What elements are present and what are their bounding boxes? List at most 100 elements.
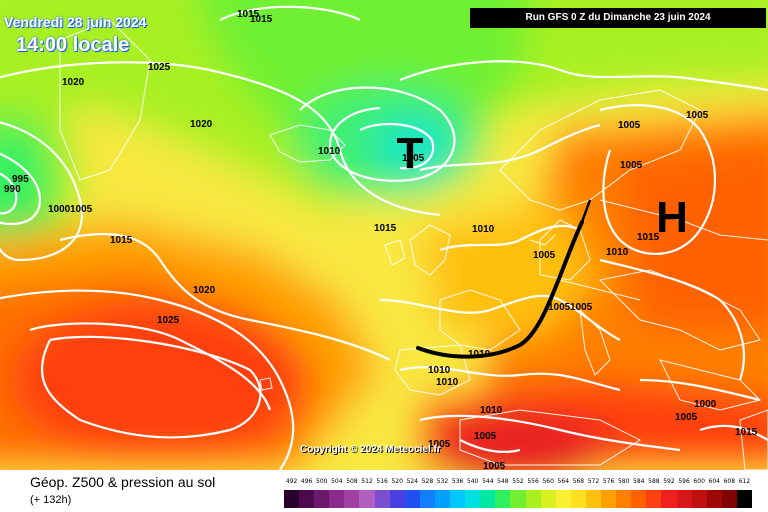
isobar-label: 1015 [110,235,133,246]
legend-swatch [721,490,738,508]
legend-label: 576 [602,478,615,485]
legend-swatch [359,490,376,508]
legend-label: 536 [451,478,464,485]
legend-label: 612 [738,478,751,485]
front-line-tail [580,199,592,223]
isobar-label: 1005 [548,302,571,313]
legend-label: 564 [557,478,570,485]
isobar-label: 1005 [474,431,497,442]
isobar-label: 1010 [318,146,341,157]
isobars [0,5,768,470]
legend-swatch [601,490,617,508]
legend-swatch [676,490,693,508]
legend-label: 540 [466,478,479,485]
isobar-label: 1015 [237,9,260,20]
legend-swatch [631,490,647,508]
isobar-label: 1005 [618,120,641,131]
legend-swatch [540,490,557,508]
legend-label: 608 [723,478,736,485]
legend-label: 500 [316,478,328,485]
isobar-label: 1000 [694,399,717,410]
legend-label: 496 [300,478,313,485]
isobar-label: 1005 [402,153,425,164]
forecast-date: Vendredi 28 juin 2024 [4,14,147,30]
legend-swatch [706,490,723,508]
legend-swatch [570,490,587,508]
isobar-label: 1015 [735,427,758,438]
legend-swatch [299,490,315,508]
legend-label: 596 [678,478,690,485]
legend-label: 508 [346,478,358,485]
legend-label: 548 [497,478,509,485]
legend-label: 580 [617,478,630,485]
legend-label: 512 [361,478,373,485]
legend-swatch [646,490,662,508]
legend-swatch [419,490,436,508]
isobar-label: 1010 [428,365,451,376]
high-pressure-symbol: H [656,193,688,242]
legend-label: 584 [633,478,645,485]
legend-swatch [495,490,511,508]
isobar-label: 1005 [686,110,709,121]
isobar-label: 1015 [374,223,397,234]
isobar-label: 995 [12,174,29,185]
isobar-label: 1025 [157,315,180,326]
isobar-label: 1010 [606,247,629,258]
legend-swatch [661,490,677,508]
isobar-label: 1005 [620,160,643,171]
legend-swatch [525,490,542,508]
legend-swatch [344,490,360,508]
legend-label: 524 [406,478,419,485]
isobar-label: 1005 [533,250,556,261]
isobar-label: 1015 [637,232,660,243]
legend-label: 504 [331,478,343,485]
isobar-label: 1005 [70,204,93,215]
legend-swatch [480,490,496,508]
legend-swatch [736,490,753,508]
isobar-label: 1000 [48,204,71,215]
legend-swatch [585,490,602,508]
isobar-label: 990 [4,184,21,195]
legend-swatch [691,490,708,508]
legend-swatch [510,490,527,508]
legend-label: 528 [421,478,434,485]
isobar-label: 1020 [193,285,216,296]
isobar-label: 1010 [472,224,495,235]
legend-swatch [404,490,421,508]
isobar-label: 1010 [480,405,503,416]
legend-swatch [434,490,451,508]
isobar-label: 1020 [190,119,213,130]
isobar-label: 1005 [570,302,593,313]
legend-label: 592 [663,478,675,485]
legend-swatch [616,490,632,508]
isobar-label: 1020 [62,77,85,88]
legend-label: 492 [285,478,298,485]
legend-swatch [465,490,481,508]
legend-swatch [284,490,300,508]
legend-label: 544 [482,478,494,485]
weather-map: T H 1015 1015 1025 1020 1020 995 990 100… [0,0,768,470]
map-canvas: T H 1015 1015 1025 1020 1020 995 990 100… [0,0,768,470]
color-legend: 492 496 500 504 508 512 516 520 524 528 532 536 540 5… [284,472,753,510]
legend-label: 568 [572,478,585,485]
isobar-label: 1010 [468,349,491,360]
model-run-banner: Run GFS 0 Z du Dimanche 23 juin 2024 [470,8,766,28]
legend-label: 532 [436,478,449,485]
isobar-label: 1010 [436,377,459,388]
legend-swatch [389,490,406,508]
legend-label: 516 [376,478,388,485]
legend-swatch [329,490,345,508]
legend-swatch [555,490,572,508]
forecast-time: 14:00 locale [16,34,130,56]
isobar-labels: 1015 1015 1025 1020 1020 995 990 1000 10… [4,9,758,470]
isobar-label: 1015 [250,14,273,25]
legend-swatch [314,490,330,508]
legend-label: 520 [391,478,403,485]
copyright-notice: Copyright © 2024 Meteociel.fr [300,444,441,455]
map-footer: Géop. Z500 & pression au sol (+ 132h) 49… [0,470,768,512]
legend-label: 572 [587,478,600,485]
map-title: Géop. Z500 & pression au sol [30,474,216,490]
legend-label: 552 [512,478,524,485]
isobar-label: 1005 [675,412,698,423]
front-line [416,220,584,359]
